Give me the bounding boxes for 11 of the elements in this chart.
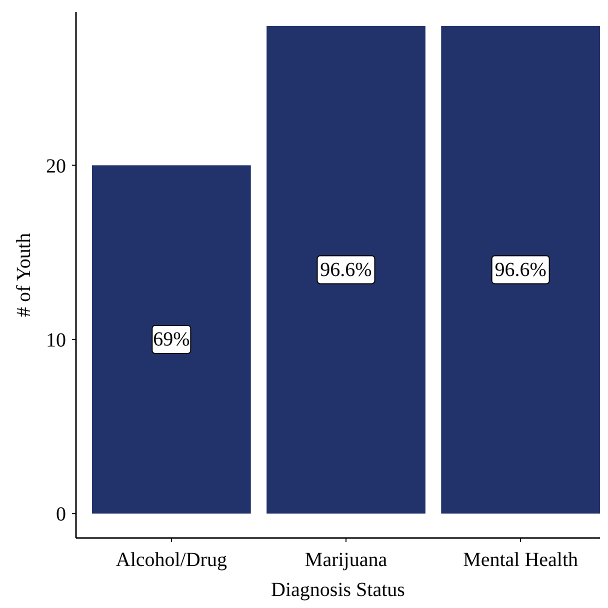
x-tick-label: Marijuana: [304, 549, 388, 571]
x-axis-title: Diagnosis Status: [271, 579, 406, 601]
x-tick-label: Mental Health: [463, 549, 578, 571]
y-tick-label: 0: [56, 504, 66, 526]
y-axis-title: # of Youth: [13, 233, 35, 317]
annotation: 96.6%: [494, 258, 546, 281]
x-tick-label: Alcohol/Drug: [116, 549, 227, 571]
y-tick-label: 10: [46, 329, 66, 352]
y-tick-label: 20: [46, 155, 66, 178]
annotation: 96.6%: [320, 258, 372, 281]
annotation: 69%: [153, 328, 190, 350]
